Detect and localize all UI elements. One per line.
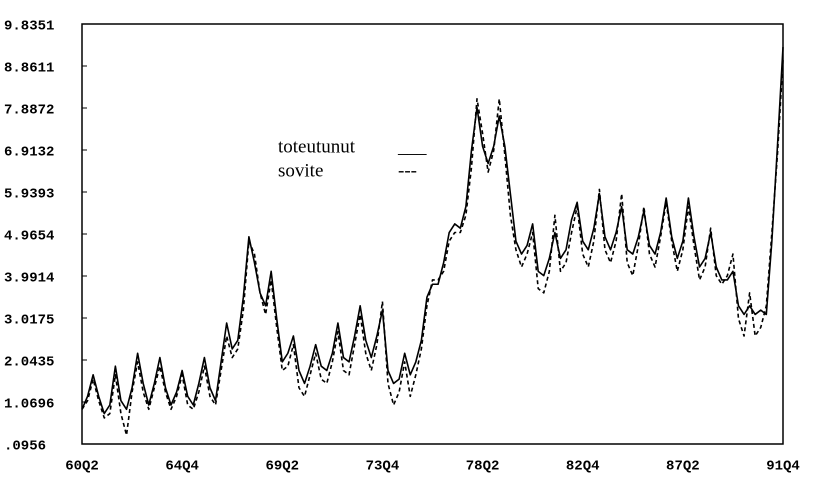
y-tick-label: 3.9914 <box>4 271 54 287</box>
y-tick-label: 4.9654 <box>4 229 54 245</box>
y-tick-label: 1.0696 <box>4 397 54 413</box>
x-tick-label: 60Q2 <box>65 459 99 475</box>
x-tick-label: 73Q4 <box>366 459 400 475</box>
y-tick-label: 8.8611 <box>4 61 54 77</box>
y-tick-label: 2.0435 <box>4 355 54 371</box>
plot-frame <box>81 23 784 445</box>
legend-label: sovite <box>278 160 323 181</box>
x-tick-label: 69Q2 <box>265 459 299 475</box>
y-tick-label: .0956 <box>4 439 46 455</box>
y-tick-label: 6.9132 <box>4 145 54 161</box>
x-tick-label: 78Q2 <box>466 459 500 475</box>
legend-sample: --- <box>398 160 417 181</box>
y-tick-label: 5.9393 <box>4 187 54 203</box>
x-tick-label: 64Q4 <box>165 459 199 475</box>
legend-sample: ___ <box>397 136 427 157</box>
y-tick-label: 9.8351 <box>4 19 54 35</box>
legend-label: toteutunut <box>278 136 356 157</box>
line-series <box>81 47 784 415</box>
y-tick-label: 7.8872 <box>4 103 54 119</box>
x-tick-label: 87Q2 <box>666 459 700 475</box>
x-tick-label: 91Q4 <box>766 459 800 475</box>
line-series <box>81 59 784 436</box>
x-tick-label: 82Q4 <box>566 459 600 475</box>
y-tick-label: 3.0175 <box>4 313 54 329</box>
